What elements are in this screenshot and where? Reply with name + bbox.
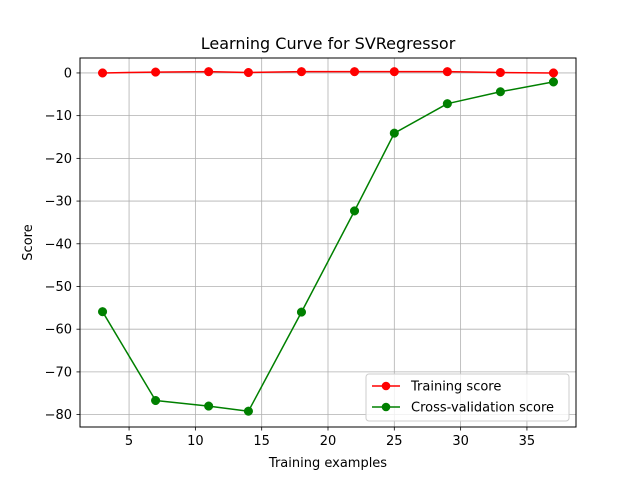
x-tick-label: 30 — [452, 434, 469, 449]
data-point — [204, 401, 214, 411]
data-point — [296, 67, 307, 77]
data-point — [296, 307, 307, 317]
x-tick-label: 5 — [125, 434, 133, 449]
data-point — [97, 68, 108, 78]
legend-label: Cross-validation score — [411, 401, 554, 416]
x-tick-label: 15 — [253, 434, 270, 449]
grid — [80, 58, 576, 427]
data-point — [442, 99, 452, 109]
y-tick-label: −30 — [45, 195, 72, 210]
series-line — [101, 81, 554, 412]
data-point — [389, 128, 399, 138]
data-point — [442, 67, 452, 77]
legend-entry: Cross-validation score — [372, 401, 554, 416]
series-training-score — [97, 67, 559, 78]
legend-marker — [381, 402, 391, 412]
data-point — [349, 67, 360, 77]
x-axis-label: Training examples — [268, 456, 387, 471]
legend: Training score Cross-validation score — [365, 373, 570, 422]
y-tick-label: −60 — [45, 323, 72, 338]
x-axis-ticks: 5 10 15 20 25 30 35 — [125, 427, 535, 449]
y-tick-label: −20 — [45, 152, 72, 167]
data-point — [204, 67, 214, 77]
data-point — [243, 406, 253, 416]
x-tick-label: 20 — [320, 434, 337, 449]
data-point — [548, 68, 559, 78]
x-tick-label: 10 — [187, 434, 204, 449]
legend-entry: Training score — [372, 380, 501, 395]
y-axis-ticks: 0 −10 −20 −30 −40 −50 −60 −70 −80 — [45, 66, 80, 423]
data-point — [151, 67, 161, 77]
data-point — [548, 77, 559, 87]
y-tick-label: −10 — [45, 109, 72, 124]
y-tick-label: −70 — [45, 365, 72, 380]
data-point — [97, 307, 108, 317]
data-point — [495, 67, 505, 78]
y-tick-label: −40 — [45, 237, 72, 252]
data-point — [243, 67, 253, 78]
y-tick-label: −50 — [45, 280, 72, 295]
data-point — [495, 87, 505, 97]
legend-label: Training score — [410, 380, 501, 395]
series-cross-validation-score — [97, 77, 559, 416]
legend-marker — [381, 381, 391, 391]
x-tick-label: 25 — [386, 434, 403, 449]
data-point — [151, 395, 161, 406]
y-tick-label: 0 — [64, 66, 72, 81]
legend-box — [365, 373, 570, 422]
series-line — [102, 70, 554, 74]
chart-title: Learning Curve for SVRegressor — [201, 34, 456, 53]
plot-series — [97, 67, 559, 416]
y-tick-label: −80 — [45, 408, 72, 423]
data-point — [349, 206, 360, 216]
x-tick-label: 35 — [519, 434, 536, 449]
data-point — [389, 67, 399, 77]
y-axis-label: Score — [21, 224, 36, 260]
